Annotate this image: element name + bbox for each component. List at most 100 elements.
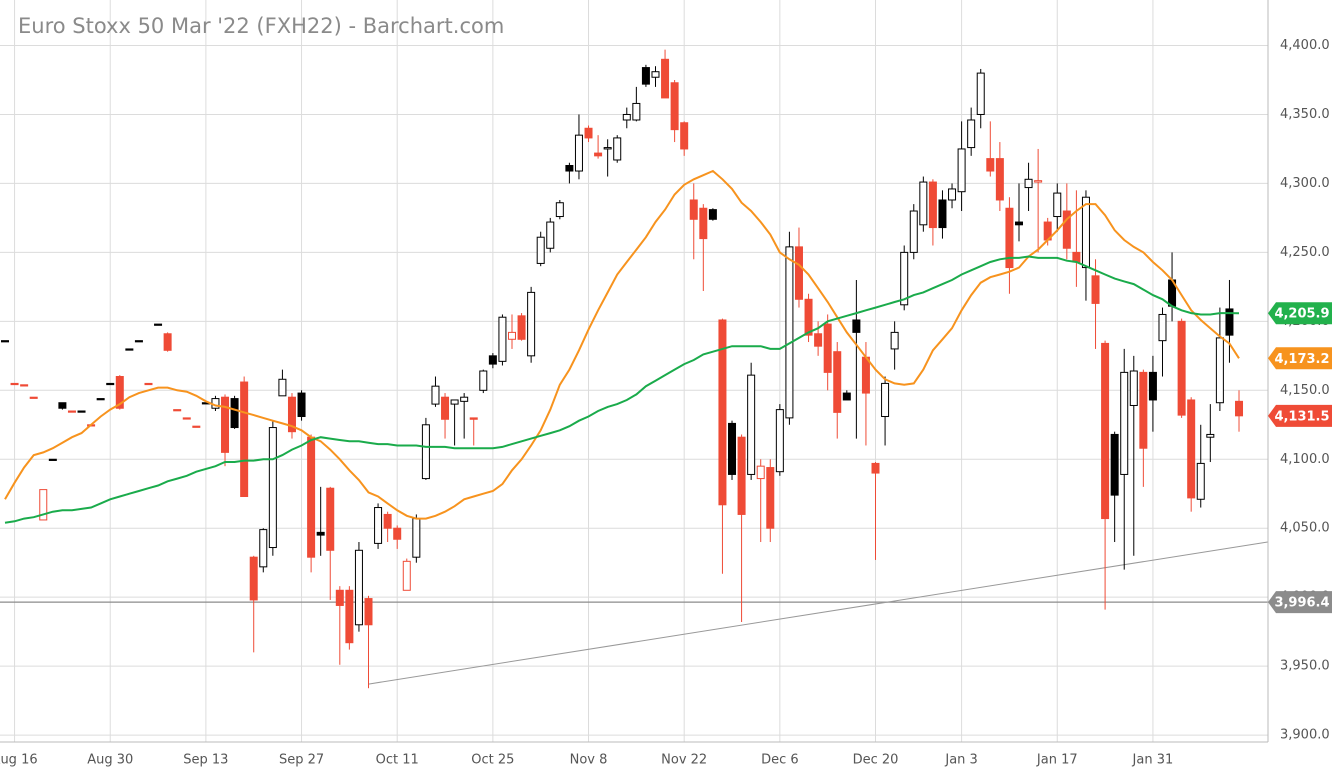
candle-body [728,422,737,475]
candle-body [555,202,564,218]
candle-body [287,396,296,433]
candle-body [861,356,870,394]
candle-body [48,458,57,461]
x-tick-label: Aug 16 [0,753,38,768]
candle-body [29,396,38,399]
candle-body [326,487,335,551]
x-tick-label: Dec 20 [853,753,899,768]
candle-body [1005,207,1014,269]
x-tick-label: Oct 25 [471,753,514,768]
candle-body [957,148,966,193]
candle-body [775,409,784,473]
candle-body [402,560,411,591]
candle-body [77,410,86,413]
candle-body [1072,251,1081,263]
candle-body [603,147,612,150]
candle-body [1110,433,1119,496]
y-tick-label: 4,350.0 [1280,107,1330,122]
y-tick-label: 4,050.0 [1280,521,1330,536]
price-tag [1268,404,1332,427]
y-tick-label: 4,100.0 [1280,452,1330,467]
candle-body [106,382,115,386]
price-tag-label: 4,173.2 [1274,352,1329,367]
candle-body [469,417,478,420]
moving-average [4,169,1240,520]
candle-body [986,158,995,172]
candle-body [240,381,249,498]
candle-body [1225,308,1234,336]
candle-body [364,598,373,626]
price-tag-label: 3,996.4 [1274,596,1329,611]
x-tick-label: Jan 31 [1132,753,1174,768]
x-tick-label: Nov 8 [570,753,608,768]
y-tick-label: 3,950.0 [1280,659,1330,674]
candle-body [268,427,277,549]
x-tick-label: Oct 11 [376,753,419,768]
candle-body [900,251,909,306]
candle-body [909,210,918,253]
candle-body [1177,320,1186,416]
candle-body [393,527,402,540]
candle-body [307,436,316,558]
candle-body [967,119,976,149]
candle-body [154,323,163,326]
candle-body [1215,337,1224,404]
candle-body [804,298,813,336]
candle-body [1187,399,1196,499]
y-tick-label: 4,300.0 [1280,176,1330,191]
candle-body [814,333,823,347]
candle-body [1101,342,1110,520]
candle-body [527,291,536,357]
candle-body [928,181,937,229]
candle-body [1120,371,1129,475]
candle-body [517,315,526,340]
candle-body [871,462,880,474]
candle-body [488,355,497,365]
candle-body [479,370,488,391]
candle-body [708,209,717,220]
x-tick-label: Jan 17 [1036,753,1078,768]
plot [0,49,1268,689]
candle-body [507,331,516,340]
candle-body [230,398,239,429]
price-tag [1268,302,1332,325]
price-tag [1268,347,1332,370]
candle-body [221,396,230,453]
candle-body [574,134,583,172]
candle-body [1081,196,1090,269]
y-tick-label: 3,900.0 [1280,728,1330,743]
candle-body [1014,221,1023,226]
y-tick-label: 4,250.0 [1280,245,1330,260]
candle-body [1129,370,1138,406]
moving-average [4,255,1240,524]
candle-body [842,392,851,401]
candle-body [1148,371,1157,401]
candle-body [641,67,650,85]
trendline [368,541,1268,685]
candle-body [316,531,325,536]
x-tick-label: Sep 27 [279,753,324,768]
candle-body [297,392,306,418]
candle-body [182,417,191,420]
candle-body [689,199,698,220]
candle-body [39,489,48,521]
candle-body [890,331,899,350]
candle-body [737,436,746,515]
candle-body [718,319,727,506]
candle-body [881,382,890,418]
candle-body [125,348,134,351]
candle-body [374,507,383,544]
candle-body [115,376,124,409]
candle-body [995,158,1004,201]
candle-body [1,340,9,343]
candle-body [163,333,172,351]
candle-body [134,340,143,343]
candle-body [699,207,708,240]
candle-body [412,518,421,558]
candle-body [680,122,689,150]
grid [0,0,1268,742]
x-tick-label: Aug 30 [87,753,133,768]
